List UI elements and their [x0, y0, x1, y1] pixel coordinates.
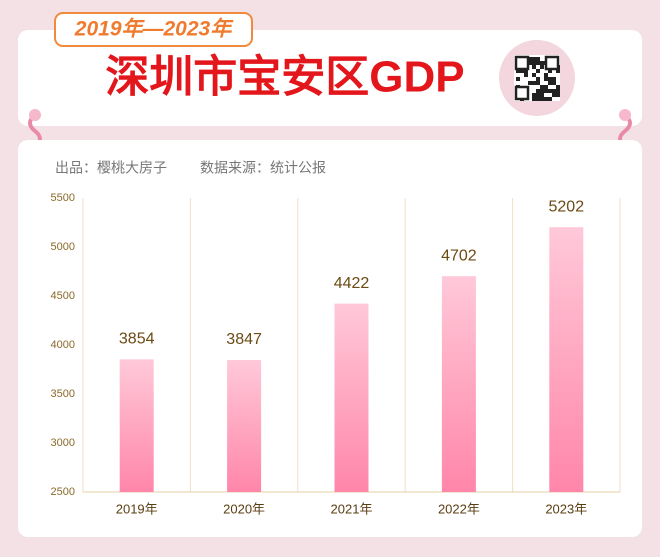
source: 数据来源：统计公报 [200, 160, 326, 176]
qr-cell [540, 61, 544, 65]
qr-cell [524, 73, 528, 77]
qr-cell [532, 65, 536, 69]
qr-cell [544, 77, 548, 81]
bar [441, 276, 476, 492]
y-tick-label: 5500 [51, 192, 75, 204]
qr-cell [556, 89, 560, 93]
bar [227, 359, 262, 492]
qr-cell [540, 97, 544, 101]
header-card [18, 30, 642, 126]
qr-finder [514, 55, 530, 71]
qr-cell [532, 97, 536, 101]
qr-cell [536, 57, 540, 61]
chart-title: 深圳市宝安区GDP [105, 53, 464, 102]
y-tick-label: 5000 [51, 241, 75, 253]
qr-cell [544, 73, 548, 77]
bar [334, 303, 369, 492]
hook-dot [29, 109, 41, 121]
qr-cell [544, 85, 548, 89]
qr-cell [552, 77, 556, 81]
hook-dot [619, 109, 631, 121]
x-tick-label: 2022年 [438, 501, 480, 516]
qr-cell [532, 57, 536, 61]
qr-cell [536, 61, 540, 65]
qr-cell [520, 69, 524, 73]
qr-cell [548, 89, 552, 93]
qr-cell [548, 69, 552, 73]
qr-cell [548, 77, 552, 81]
qr-cell [528, 61, 532, 65]
qr-cell [528, 81, 532, 85]
qr-finder [544, 55, 560, 71]
qr-cell [540, 85, 544, 89]
qr-cell [556, 69, 560, 73]
qr-cell [540, 93, 544, 97]
period: 2019年—2023年 [74, 17, 234, 41]
qr-cell [536, 77, 540, 81]
qr-cell [540, 89, 544, 93]
qr-cell [536, 69, 540, 73]
bar [549, 227, 584, 493]
y-tick-label: 2500 [51, 486, 75, 498]
qr-cell [532, 73, 536, 77]
x-tick-label: 2019年 [116, 501, 158, 516]
qr-cell [552, 93, 556, 97]
chart-card [18, 140, 642, 537]
qr-cell [536, 89, 540, 93]
qr-cell [544, 97, 548, 101]
qr-cell [528, 57, 532, 61]
qr-cell [516, 69, 520, 73]
x-tick-label: 2021年 [331, 501, 373, 516]
x-tick-label: 2020年 [223, 501, 265, 516]
value-label: 3847 [226, 331, 262, 348]
y-tick-label: 4500 [51, 290, 75, 302]
credit: 出品：樱桃大房子 [55, 160, 167, 176]
value-label: 4422 [334, 275, 370, 292]
qr-cell [548, 97, 552, 101]
qr-cell [548, 81, 552, 85]
y-tick-label: 3000 [51, 437, 75, 449]
qr-code [514, 55, 560, 101]
qr-cell [552, 89, 556, 93]
qr-cell [536, 97, 540, 101]
period-pill [54, 12, 253, 47]
qr-cell [532, 81, 536, 85]
value-label: 3854 [119, 331, 155, 348]
qr-cell [516, 77, 520, 81]
qr-cell [544, 89, 548, 93]
qr-cell [524, 69, 528, 73]
qr-cell [540, 65, 544, 69]
qr-cell [552, 81, 556, 85]
qr-cell [536, 81, 540, 85]
qr-cell [536, 93, 540, 97]
y-tick-label: 4000 [51, 339, 75, 351]
qr-cell [556, 85, 560, 89]
qr-finder [514, 85, 530, 101]
x-tick-label: 2023年 [545, 501, 587, 516]
y-tick-label: 3500 [51, 388, 75, 400]
value-label: 5202 [549, 198, 585, 215]
qr-cell [532, 61, 536, 65]
qr-cell [532, 93, 536, 97]
value-label: 4702 [441, 247, 477, 264]
qr-cell [556, 93, 560, 97]
bar [119, 359, 154, 492]
